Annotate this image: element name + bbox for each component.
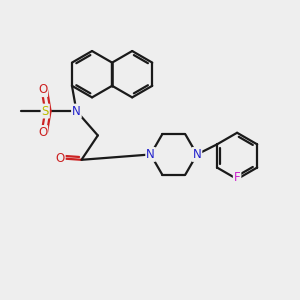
Text: N: N — [146, 148, 155, 161]
Text: O: O — [38, 126, 47, 139]
Text: N: N — [193, 148, 201, 161]
Text: S: S — [41, 105, 49, 118]
Text: N: N — [72, 105, 81, 118]
Text: F: F — [234, 171, 240, 184]
Text: O: O — [38, 83, 47, 96]
Text: O: O — [56, 152, 65, 165]
